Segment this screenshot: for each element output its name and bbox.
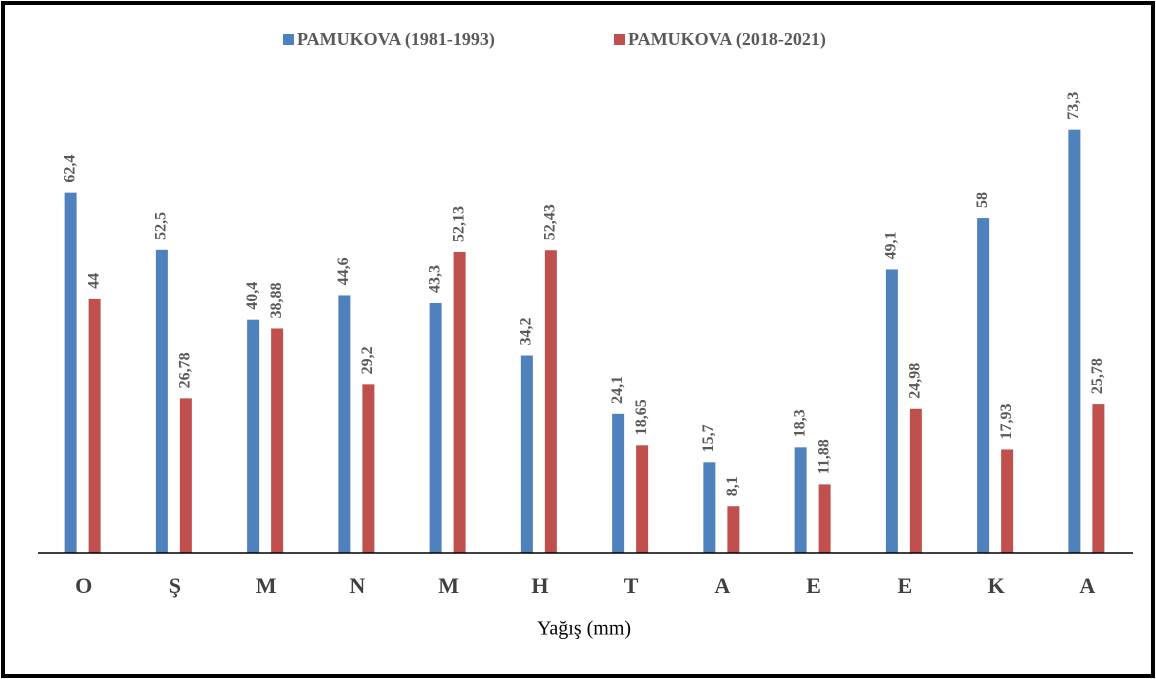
legend-label: PAMUKOVA (1981-1993) <box>297 29 495 50</box>
data-label: 25,78 <box>1089 358 1106 394</box>
bar <box>977 218 990 554</box>
bar <box>727 506 740 553</box>
x-tick-label: H <box>531 573 548 598</box>
bar <box>179 398 192 553</box>
x-tick-label: M <box>438 573 459 598</box>
data-label: 58 <box>974 192 991 208</box>
x-tick-label: A <box>1079 573 1095 598</box>
bar <box>155 249 168 553</box>
x-tick-label: T <box>624 573 639 598</box>
data-label: 24,98 <box>907 363 924 399</box>
data-label: 49,1 <box>883 231 900 259</box>
bar <box>338 295 351 553</box>
data-label: 26,78 <box>177 352 194 388</box>
data-label: 52,43 <box>542 204 559 240</box>
legend-label: PAMUKOVA (2018-2021) <box>628 29 826 50</box>
bar <box>794 447 807 553</box>
legend-swatch <box>283 34 294 45</box>
bar <box>1092 404 1105 553</box>
bar <box>1001 449 1014 553</box>
data-label: 18,3 <box>791 409 808 437</box>
bar <box>88 298 101 553</box>
x-tick-label: E <box>806 573 821 598</box>
data-label: 44,6 <box>335 257 352 285</box>
data-label: 11,88 <box>815 439 832 474</box>
bar <box>453 251 466 553</box>
x-tick-label: Ş <box>169 573 181 598</box>
bar <box>636 445 649 553</box>
data-label: 52,5 <box>153 212 170 240</box>
data-label: 52,13 <box>450 206 467 242</box>
bar <box>612 413 625 553</box>
bar <box>885 269 898 553</box>
x-tick-label: M <box>256 573 277 598</box>
data-label: 73,3 <box>1065 92 1082 120</box>
bar <box>703 462 716 553</box>
bar <box>271 328 284 553</box>
data-label: 38,88 <box>268 282 285 318</box>
data-label: 44 <box>85 273 102 289</box>
x-tick-label: A <box>714 573 730 598</box>
bar <box>544 250 557 554</box>
data-label: 34,2 <box>518 317 535 345</box>
bar <box>1068 129 1081 553</box>
data-label: 8,1 <box>724 476 741 496</box>
bar <box>520 355 533 553</box>
data-label: 24,1 <box>609 376 626 404</box>
data-label: 62,4 <box>61 155 78 183</box>
x-tick-label: K <box>988 573 1005 598</box>
x-axis-title: Yağış (mm) <box>537 618 631 640</box>
x-tick-label: E <box>898 573 913 598</box>
bar <box>818 484 831 553</box>
x-tick-label: N <box>349 573 365 598</box>
data-label: 43,3 <box>426 265 443 293</box>
bar <box>429 302 442 553</box>
bar <box>362 384 375 553</box>
data-label: 15,7 <box>700 424 717 452</box>
data-label: 17,93 <box>998 403 1015 439</box>
bar <box>247 319 260 553</box>
data-label: 18,65 <box>633 399 650 435</box>
data-label: 29,2 <box>359 346 376 374</box>
x-tick-label: O <box>75 573 92 598</box>
legend-swatch <box>614 34 625 45</box>
bar <box>909 408 922 553</box>
data-label: 40,4 <box>244 282 261 310</box>
bar <box>64 192 77 553</box>
